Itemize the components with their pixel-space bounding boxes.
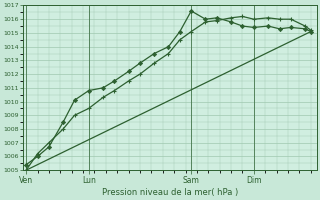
X-axis label: Pression niveau de la mer( hPa ): Pression niveau de la mer( hPa ) xyxy=(102,188,238,197)
